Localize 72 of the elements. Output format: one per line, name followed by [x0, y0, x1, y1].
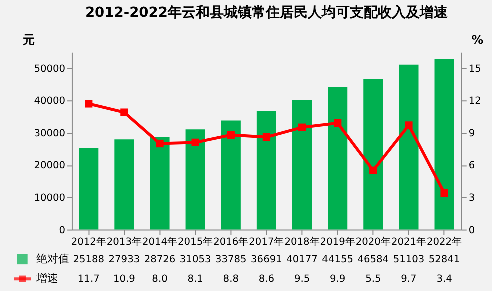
- data-label: 44155: [322, 254, 354, 266]
- x-tick-label: 2012年: [71, 236, 106, 248]
- y2-axis-title: %: [472, 32, 484, 47]
- x-tick-label: 2016年: [214, 236, 249, 248]
- legend-label: 绝对值: [36, 252, 70, 266]
- point: [85, 100, 93, 108]
- point: [370, 166, 378, 174]
- data-label: 9.7: [401, 274, 417, 286]
- y-tick-label: 20000: [34, 160, 66, 172]
- bar: [399, 64, 419, 230]
- x-tick-label: 2013年: [106, 236, 142, 248]
- bar: [221, 120, 241, 230]
- bar: [114, 140, 134, 230]
- x-tick-label: 2022年: [427, 236, 462, 248]
- data-label: 40177: [286, 254, 318, 266]
- bar: [256, 111, 276, 230]
- data-label: 33785: [215, 254, 247, 266]
- x-tick-label: 2015年: [178, 236, 214, 248]
- y2-tick-label: 6: [468, 160, 476, 172]
- x-tick-label: 2018年: [284, 236, 320, 248]
- legend-label: 增速: [35, 272, 58, 286]
- x-tick-label: 2017年: [249, 236, 284, 248]
- point: [192, 138, 200, 146]
- bar: [328, 87, 348, 230]
- point: [156, 140, 164, 148]
- bar: [79, 148, 99, 230]
- y2-tick-label: 0: [468, 225, 476, 236]
- data-label: 3.4: [436, 274, 452, 286]
- point: [298, 124, 306, 132]
- y-tick-label: 0: [59, 225, 66, 236]
- data-label: 8.1: [188, 274, 204, 286]
- y2-tick-label: 3: [468, 192, 476, 204]
- data-label: 5.5: [366, 274, 382, 286]
- y-axis-title: 元: [22, 32, 35, 47]
- data-label: 51103: [393, 254, 425, 266]
- data-label: 28726: [144, 254, 176, 266]
- data-label: 31053: [180, 254, 212, 266]
- data-label: 25188: [73, 254, 105, 266]
- data-label: 36691: [251, 254, 282, 266]
- point: [405, 122, 413, 130]
- data-label: 11.7: [78, 274, 100, 286]
- data-label: 9.5: [294, 274, 310, 286]
- data-label: 8.6: [258, 274, 275, 286]
- bar: [186, 130, 206, 230]
- point: [440, 189, 448, 198]
- point: [334, 119, 342, 128]
- bar: [364, 79, 384, 230]
- data-label: 9.9: [330, 274, 346, 286]
- point: [120, 108, 128, 116]
- bar: [292, 100, 312, 230]
- data-label: 46584: [358, 254, 390, 266]
- x-tick-label: 2020年: [356, 236, 391, 248]
- y-tick-label: 30000: [34, 128, 66, 140]
- data-label: 27933: [108, 254, 140, 266]
- x-tick-label: 2019年: [320, 236, 356, 248]
- x-tick-label: 2014年: [142, 236, 178, 248]
- y-tick-label: 10000: [34, 192, 66, 204]
- bar: [434, 59, 454, 230]
- data-label: 52841: [428, 254, 460, 266]
- y2-tick-label: 9: [468, 128, 476, 140]
- point: [227, 131, 235, 139]
- point: [262, 133, 271, 142]
- bar: [150, 137, 170, 230]
- y-tick-label: 50000: [34, 64, 66, 75]
- data-label: 8.8: [223, 274, 239, 286]
- x-tick-label: 2021年: [391, 236, 427, 248]
- data-label: 10.9: [113, 274, 136, 286]
- data-label: 8.0: [152, 274, 168, 286]
- y2-tick-label: 12: [468, 96, 482, 108]
- chart-title: 2012-2022年云和县城镇常住居民人均可支配收入及增速: [85, 4, 449, 21]
- y-tick-label: 40000: [34, 96, 66, 108]
- y2-tick-label: 15: [468, 64, 482, 75]
